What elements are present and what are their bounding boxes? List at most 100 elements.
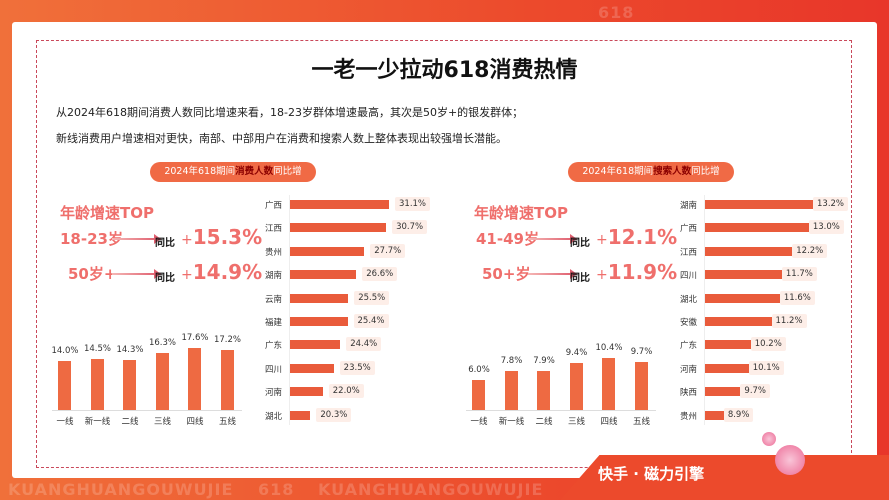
growth-value: +11.9% [596,260,677,284]
bar-value-label: 11.7% [781,267,817,282]
vertical-bar [123,359,136,410]
vertical-bar [537,370,550,410]
watermark: KUANGHUANGOUWUJIE [318,480,544,499]
category-label: 四川 [680,271,698,282]
yoy-label: 同比 [570,238,590,249]
growth-value: +12.1% [596,225,677,249]
age-top-title: 年龄增速TOP [474,204,568,222]
horizontal-bar [705,410,728,420]
category-label: 广东 [680,341,698,352]
pill-text: 2024年618期间 [582,166,654,177]
category-label: 河南 [265,388,283,399]
growth-percent: 11.9% [607,260,678,284]
vertical-bar [188,348,201,410]
arrow-icon [528,269,577,279]
category-label: 广西 [680,224,698,235]
growth-percent: 15.3% [192,225,263,249]
watermark: 618 [258,480,295,499]
bar-value-label: 27.7% [370,243,406,258]
dashed-frame [36,40,852,468]
category-label: 贵州 [265,247,283,258]
growth-percent: 12.1% [607,225,678,249]
horizontal-bar [705,363,753,373]
category-label: 河南 [680,364,698,375]
category-label: 一线 [56,417,74,427]
category-label: 四线 [186,417,204,427]
pill-text: 同比增速 [646,166,720,197]
category-label: 二线 [535,417,553,427]
horizontal-bar [290,246,365,256]
bar-value-label: 14.0% [51,346,79,356]
vertical-bar [472,380,485,410]
bar-value-label: 14.5% [83,344,111,355]
category-label: 四线 [600,417,618,427]
age-top-title: 年龄增速TOP [60,204,154,222]
watermark: KUANGHUANGOUWUJIE [8,480,234,499]
category-label: 二线 [121,417,139,427]
vertical-bar [90,359,104,410]
bar-value-label: 30.7% [392,220,428,235]
horizontal-bar [705,317,776,326]
age-group: 41-49岁 [476,230,539,248]
vertical-bar [634,361,648,410]
age-group: 50岁+ [68,265,117,283]
bar-value-label: 24.4% [346,337,382,352]
horizontal-bar [705,387,745,397]
plus-sign: + [181,267,193,283]
category-label: 新一线 [84,417,111,427]
growth-value: +14.9% [181,260,262,284]
category-label: 贵州 [680,411,698,422]
bar-value-label: 8.9% [723,407,754,422]
description-line: 新线消费用户增速相对更快，南部、中部用户在消费和搜索人数上整体表现出较强增长潜能… [56,132,507,145]
flower-decoration [762,432,776,446]
category-label: 五线 [218,417,236,427]
y-axis [289,195,290,425]
bar-value-label: 9.7% [740,384,771,399]
pill-text: 同比增速 [228,166,302,197]
x-axis [466,410,656,411]
bar-value-label: 25.5% [354,290,390,305]
section-pill: 2024年618期间消费人数同比增速 [150,162,316,197]
brand-logo: 快手 · 磁力引擎 [598,465,705,483]
age-group: 18-23岁 [60,230,123,248]
section-pill: 2024年618期间搜索人数同比增速 [568,162,734,197]
category-label: 福建 [265,318,283,328]
arrow-icon [112,269,161,279]
bar-value-label: 9.7% [630,346,653,357]
vertical-bar [155,352,169,410]
horizontal-bar [705,200,817,209]
horizontal-bar [290,270,357,280]
bar-value-label: 6.0% [468,365,490,375]
bar-value-label: 31.1% [395,197,431,211]
horizontal-bar [290,200,389,209]
horizontal-bar [290,223,387,233]
category-label: 陕西 [680,388,698,399]
bar-value-label: 7.9% [533,355,555,366]
vertical-bar [220,349,234,410]
horizontal-bar [290,317,348,326]
y-axis [704,195,705,425]
bar-value-label: 10.1% [748,360,784,375]
yoy-label: 同比 [155,238,175,249]
bar-value-label: 10.4% [595,343,623,353]
horizontal-bar [705,340,755,350]
horizontal-bar [705,223,813,233]
category-label: 湖南 [680,201,698,211]
flower-decoration [775,445,805,475]
yoy-label: 同比 [155,273,175,284]
horizontal-bar [290,410,311,420]
bar-value-label: 7.8% [500,356,523,366]
horizontal-bar [705,246,797,256]
category-label: 江西 [680,247,698,258]
horizontal-bar [290,293,349,303]
bar-value-label: 26.6% [362,267,398,282]
page-title: 一老一少拉动618消费热情 [311,58,578,83]
category-label: 四川 [265,364,283,375]
category-label: 安徽 [680,318,698,328]
bar-value-label: 9.4% [565,348,588,358]
category-label: 三线 [567,417,585,427]
horizontal-bar [705,293,784,303]
bar-value-label: 11.2% [771,314,807,328]
bar-value-label: 25.4% [353,314,389,328]
x-axis [52,410,242,411]
